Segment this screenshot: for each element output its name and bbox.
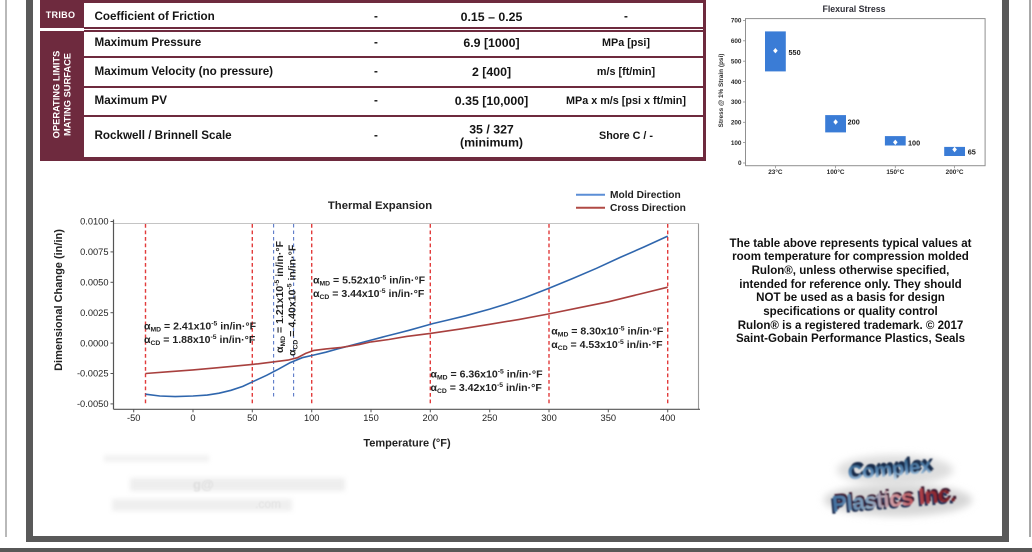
svg-text:100: 100 [731,140,742,147]
svg-text:0.0075: 0.0075 [80,247,108,257]
svg-text:αCD = 4.53x10-5 in/in·°F: αCD = 4.53x10-5 in/in·°F [551,339,663,352]
svg-text:-0.0050: -0.0050 [77,399,109,409]
svg-text:αMD = 8.30x10-5 in/in·°F: αMD = 8.30x10-5 in/in·°F [551,326,664,339]
svg-text:Cross Direction: Cross Direction [610,203,686,214]
svg-text:0.0000: 0.0000 [80,338,108,348]
svg-text:0.0050: 0.0050 [80,278,108,288]
svg-text:Mold Direction: Mold Direction [610,190,681,201]
svg-text:200: 200 [423,413,439,423]
svg-text:400: 400 [660,413,676,423]
svg-text:αCD = 1.88x10-5 in/in·°F: αCD = 1.88x10-5 in/in·°F [144,334,256,347]
svg-text:0: 0 [738,160,742,167]
svg-text:0: 0 [190,413,195,423]
svg-text:Stress @ 1% Strain (psi): Stress @ 1% Strain (psi) [718,54,725,128]
svg-text:65: 65 [968,147,976,156]
svg-text:-0.0025: -0.0025 [77,369,109,379]
svg-text:Flexural Stress: Flexural Stress [822,4,885,14]
svg-text:0.0100: 0.0100 [80,217,108,227]
svg-text:500: 500 [731,58,742,65]
svg-text:0.0025: 0.0025 [80,308,108,318]
svg-text:200°C: 200°C [946,168,964,176]
svg-text:αMD = 5.52x10-5 in/in·°F: αMD = 5.52x10-5 in/in·°F [313,275,426,288]
svg-text:50: 50 [247,413,257,423]
svg-text:550: 550 [789,48,801,57]
svg-text:100: 100 [304,413,320,423]
svg-text:100°C: 100°C [827,168,845,176]
svg-text:Temperature (°F): Temperature (°F) [363,438,451,450]
svg-text:23°C: 23°C [768,168,783,176]
svg-text:600: 600 [731,38,742,45]
svg-text:100: 100 [908,138,920,147]
svg-text:-50: -50 [127,413,140,423]
svg-text:αMD = 1.21x10-5 in/in·°F: αMD = 1.21x10-5 in/in·°F [274,240,287,353]
svg-text:350: 350 [601,413,617,423]
svg-text:αCD = 4.40x10-5 in/in·°F: αCD = 4.40x10-5 in/in·°F [287,244,300,356]
svg-text:200: 200 [848,117,860,126]
svg-text:αCD = 3.44x10-5 in/in·°F: αCD = 3.44x10-5 in/in·°F [313,288,425,301]
svg-text:αMD = 6.36x10-5 in/in·°F: αMD = 6.36x10-5 in/in·°F [431,369,544,382]
svg-text:700: 700 [731,18,742,25]
svg-text:Thermal Expansion: Thermal Expansion [328,200,432,212]
svg-text:300: 300 [731,99,742,106]
svg-text:αCD = 3.42x10-5 in/in·°F: αCD = 3.42x10-5 in/in·°F [431,382,543,395]
svg-text:150°C: 150°C [886,168,904,176]
svg-text:250: 250 [482,413,498,423]
svg-text:400: 400 [731,79,742,86]
svg-text:αMD = 2.41x10-5 in/in·°F: αMD = 2.41x10-5 in/in·°F [144,321,257,334]
svg-text:200: 200 [731,120,742,127]
svg-text:300: 300 [541,413,557,423]
svg-text:150: 150 [363,413,379,423]
svg-text:Dimensional Change (in/in): Dimensional Change (in/in) [53,229,65,371]
